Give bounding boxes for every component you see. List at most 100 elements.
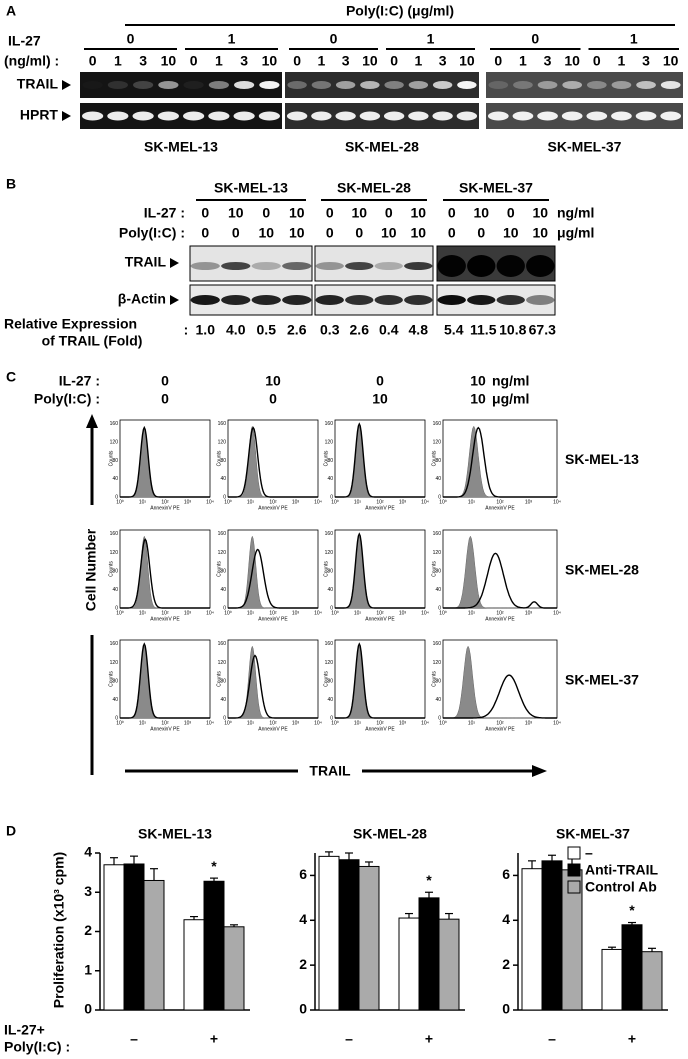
band (190, 262, 220, 270)
row-label: TRAIL (17, 76, 59, 92)
histogram-y-tick: 0 (115, 605, 118, 611)
histogram-x-tick: 10³ (184, 610, 192, 616)
panel-letter: C (6, 369, 16, 385)
cell-line-label: SK-MEL-28 (565, 562, 639, 578)
band (487, 111, 509, 121)
histogram-x-tick: 10¹ (354, 720, 362, 726)
histogram-x-tick: 10³ (292, 499, 300, 505)
histogram-x-tick: 10⁴ (206, 610, 214, 616)
histogram-x-tick: 10⁰ (439, 499, 447, 505)
significance-marker: * (426, 872, 432, 888)
dose-label: 10 (459, 53, 475, 69)
row-label: HPRT (20, 107, 59, 123)
band (208, 111, 230, 121)
histogram-trail (335, 532, 425, 609)
histogram-y-label: Counts (323, 671, 329, 687)
histogram-y-tick: 120 (325, 550, 334, 556)
dose-label: 10 (362, 53, 378, 69)
band (488, 81, 509, 89)
histogram-x-tick: 10³ (399, 720, 407, 726)
band (315, 262, 344, 270)
histogram-y-tick: 160 (218, 531, 227, 537)
dose-label: 0 (593, 53, 601, 69)
histogram-x-tick: 10⁰ (224, 610, 232, 616)
relative-value: 0.5 (257, 322, 277, 338)
histogram-x-tick: 10⁰ (331, 720, 339, 726)
band (432, 81, 453, 89)
histogram-x-label: AnnexinV PE (258, 616, 288, 622)
arrow-head (170, 295, 179, 305)
band (374, 295, 403, 305)
band (467, 255, 496, 277)
il27-value: 0 (376, 373, 384, 389)
band (157, 111, 179, 121)
histogram-x-label: AnnexinV PE (258, 505, 288, 511)
band (408, 81, 429, 89)
histogram-y-tick: 80 (220, 568, 226, 574)
poly-label: 1 (228, 31, 236, 47)
band (335, 81, 356, 89)
histogram-x-tick: 10¹ (139, 499, 147, 505)
il27-value: 0 (201, 205, 209, 221)
poly-value: 0 (269, 391, 277, 407)
panel-letter: D (6, 823, 16, 839)
x-tick-label: + (425, 1031, 433, 1047)
poly-value: 10 (532, 225, 548, 241)
histogram-x-tick: 10³ (525, 720, 533, 726)
dose-label: 10 (663, 53, 679, 69)
chart-title: SK-MEL-37 (556, 826, 630, 842)
legend-swatch (567, 880, 581, 894)
histogram-y-tick: 80 (220, 678, 226, 684)
il27-value: 0 (326, 205, 334, 221)
y-tick-label: 0 (502, 1001, 510, 1017)
il27-label: IL-27 : (144, 205, 185, 221)
bar (541, 860, 563, 1011)
histogram-y-tick: 120 (218, 550, 227, 556)
bar (641, 951, 663, 1011)
legend-swatch (567, 863, 581, 877)
histogram-y-tick: 40 (435, 476, 441, 482)
histogram-x-tick: 10² (496, 610, 504, 616)
histogram-trail (443, 426, 557, 498)
poly-label: 0 (330, 31, 338, 47)
bar (203, 880, 225, 1011)
band (133, 81, 154, 89)
band (404, 295, 433, 305)
il27-value: 0 (448, 205, 456, 221)
histogram-y-tick: 160 (433, 641, 442, 647)
bar (418, 897, 440, 1011)
histogram-x-tick: 10³ (399, 499, 407, 505)
histogram-y-tick: 0 (438, 605, 441, 611)
histogram-x-tick: 10² (269, 720, 277, 726)
histogram-y-tick: 160 (433, 531, 442, 537)
histogram-y-tick: 0 (330, 715, 333, 721)
band (345, 262, 374, 270)
band (345, 295, 374, 305)
histogram-x-tick: 10⁰ (331, 499, 339, 505)
poly-value: 0 (232, 225, 240, 241)
unit-label: μg/ml (492, 391, 529, 407)
band (467, 295, 496, 305)
poly-label: 1 (427, 31, 435, 47)
histogram-trail (335, 422, 425, 498)
poly-value: 10 (381, 225, 397, 241)
histogram-y-tick: 120 (218, 439, 227, 445)
histogram-x-tick: 10⁰ (439, 720, 447, 726)
dose-label: 0 (390, 53, 398, 69)
cell-line-label: SK-MEL-28 (337, 180, 411, 196)
histogram-y-tick: 40 (327, 476, 333, 482)
histogram-y-tick: 80 (327, 568, 333, 574)
band (526, 255, 555, 277)
band (190, 295, 220, 305)
y-tick-label: 0 (84, 1001, 92, 1017)
band (251, 262, 281, 270)
y-tick-label: 4 (299, 911, 307, 927)
il27-value: 0 (385, 205, 393, 221)
x-tick-label: – (548, 1031, 556, 1047)
histogram-y-label: Counts (431, 561, 437, 577)
bar (183, 919, 205, 1011)
band (311, 81, 332, 89)
histogram-y-tick: 160 (110, 421, 119, 427)
band (636, 81, 656, 89)
